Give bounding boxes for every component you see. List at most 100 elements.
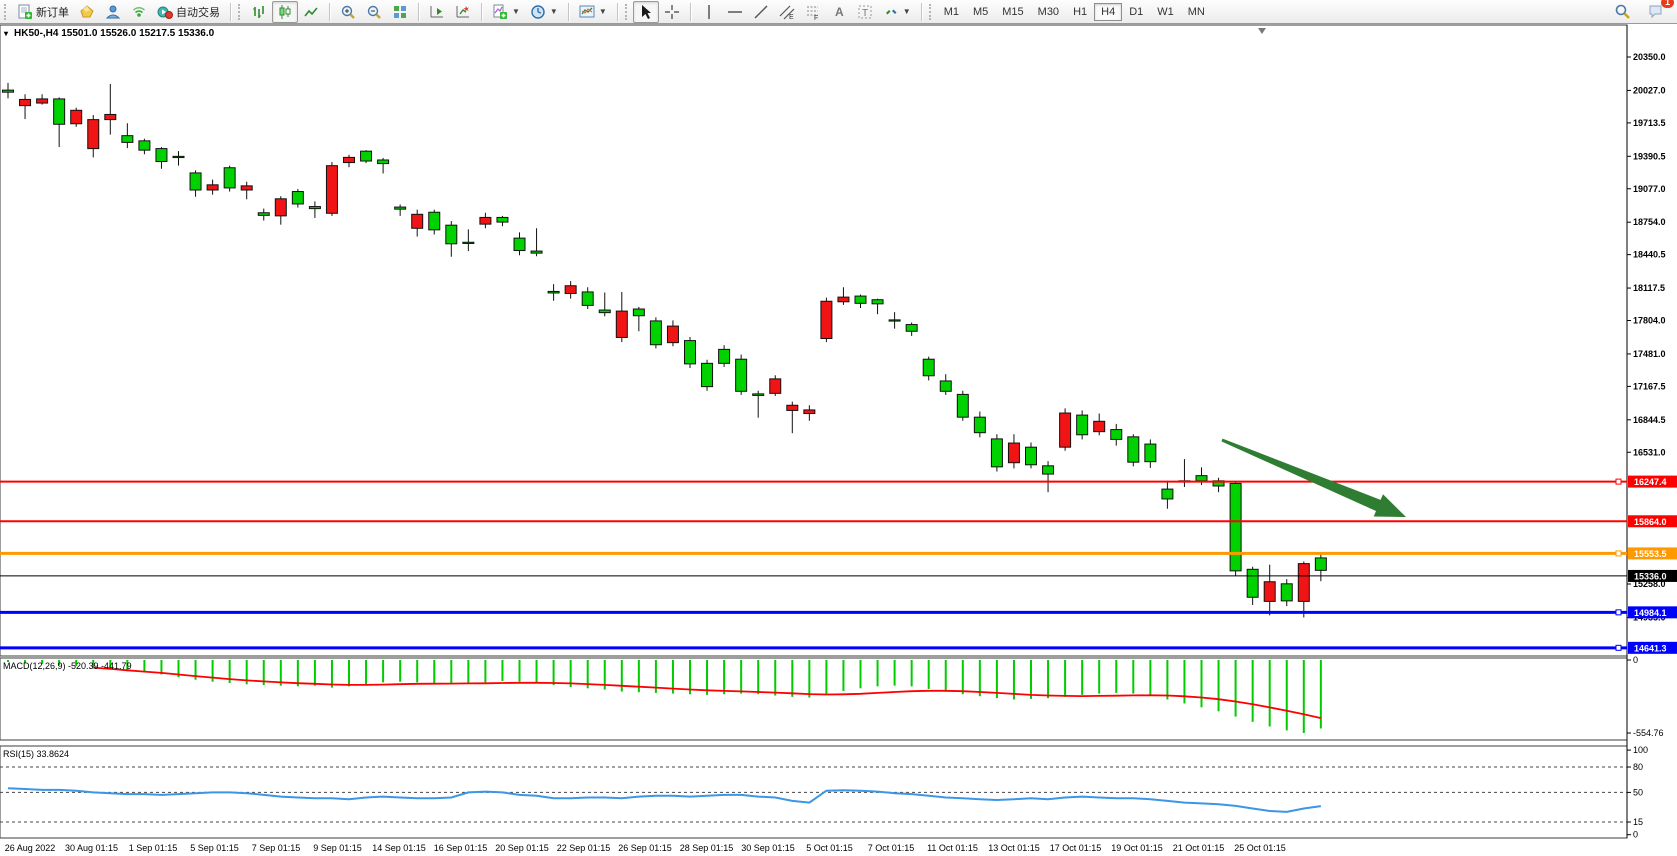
notifications-button[interactable]: 1 (1642, 0, 1674, 23)
notification-count-badge: 1 (1660, 0, 1674, 8)
candle (632, 306, 645, 332)
svg-text:F: F (814, 15, 818, 20)
candle (803, 405, 816, 421)
time-axis-label: 5 Oct 01:15 (806, 843, 853, 853)
main-price-pane[interactable] (0, 24, 1628, 657)
timeframe-button-m1[interactable]: M1 (943, 5, 959, 18)
timeframe-button-mn[interactable]: MN (1187, 5, 1205, 18)
candle (1127, 434, 1140, 467)
candle (1059, 408, 1072, 451)
candle (411, 209, 424, 237)
time-axis-label: 13 Oct 01:15 (988, 843, 1040, 853)
candle (871, 298, 884, 315)
community-button[interactable] (100, 1, 126, 23)
dropdown-arrow-icon: ▼ (902, 7, 911, 16)
line-anchor-handle[interactable] (1615, 478, 1622, 485)
horizontal-line-tool[interactable] (722, 1, 748, 23)
time-axis-label: 30 Sep 01:15 (741, 843, 795, 853)
trend-arrow-annotation[interactable] (1221, 438, 1406, 517)
candle (666, 320, 679, 347)
fibonacci-tool[interactable]: F (800, 1, 826, 23)
timeframe-button-m5[interactable]: M5 (972, 5, 989, 18)
arrows-tool[interactable]: ▼ (878, 1, 916, 23)
candle (87, 114, 100, 158)
candle (1093, 413, 1106, 436)
candle (564, 281, 577, 299)
line-anchor-handle[interactable] (1615, 609, 1622, 616)
timeframe-button-h4[interactable]: H4 (1094, 2, 1123, 21)
chart-shift-marker[interactable] (1258, 28, 1266, 34)
auto-scroll-button[interactable] (424, 1, 450, 23)
rsi-scale-label: 0 (1633, 830, 1638, 840)
chart-shift-button[interactable] (450, 1, 476, 23)
zoom-out-button[interactable] (361, 1, 387, 23)
line-anchor-handle[interactable] (1615, 550, 1622, 557)
indicators-button[interactable]: ▼ (487, 1, 525, 23)
chart-bars-button[interactable] (246, 1, 272, 23)
timeframe-button-m15[interactable]: M15 (1002, 5, 1024, 18)
autotrade-button[interactable]: 自动交易 (152, 1, 225, 23)
indicators-icon (492, 4, 508, 20)
timeframe-button-m30[interactable]: M30 (1037, 5, 1060, 18)
candle (377, 157, 390, 174)
candle (1297, 561, 1310, 618)
candle (769, 375, 782, 396)
price-badge-label: 14641.3 (1634, 643, 1667, 653)
toolbar-drag-handle[interactable] (4, 3, 10, 20)
zoom-in-icon (340, 4, 356, 20)
price-tick-label: 19713.5 (1633, 118, 1666, 128)
tile-windows-button[interactable] (387, 1, 413, 23)
zoom-in-button[interactable] (335, 1, 361, 23)
market-depth-button[interactable] (74, 1, 100, 23)
cursor-tool-button[interactable] (632, 0, 659, 23)
timeframe-button-h1[interactable]: H1 (1073, 5, 1088, 18)
svg-text:T: T (862, 8, 868, 19)
price-tick-label: 20350.0 (1633, 52, 1666, 62)
vertical-line-tool[interactable] (696, 1, 722, 23)
candle (598, 292, 611, 317)
candle (888, 312, 901, 329)
dropdown-arrow-icon: ▼ (598, 7, 607, 16)
macd-label: MACD(12,26,9) -520.39 -441.79 (3, 661, 132, 671)
candle (513, 232, 526, 256)
price-tick-label: 16844.5 (1633, 415, 1666, 425)
period-button[interactable]: ▼ (525, 1, 563, 23)
candle (1076, 410, 1089, 440)
candle (752, 390, 765, 418)
text-tool[interactable]: A (826, 1, 852, 23)
crosshair-tool-button[interactable] (659, 1, 685, 23)
new-order-button[interactable]: 新订单 (12, 1, 74, 23)
toolbar-drag-handle[interactable] (928, 3, 935, 20)
macd-pane[interactable] (0, 657, 1628, 741)
trendline-icon (753, 4, 769, 20)
candle (496, 215, 509, 227)
rsi-scale-label: 100 (1633, 745, 1648, 755)
timeframe-button-w1[interactable]: W1 (1157, 5, 1174, 18)
candle (956, 390, 969, 421)
signal-button[interactable] (126, 1, 152, 23)
time-axis-label: 17 Oct 01:15 (1050, 843, 1102, 853)
equidistant-channel-tool[interactable]: E (774, 1, 800, 23)
timeframe-button-d1[interactable]: D1 (1129, 5, 1144, 18)
time-axis-label: 30 Aug 01:15 (65, 843, 118, 853)
chart-area[interactable]: 20350.0 20027.0 19713.5 19390.5 19077.0 18754… (0, 23, 1677, 856)
time-axis-label: 7 Sep 01:15 (252, 843, 301, 853)
text-label-tool[interactable]: T (852, 1, 878, 23)
rsi-label: RSI(15) 33.8624 (3, 749, 69, 759)
price-tick-label: 17481.0 (1633, 349, 1666, 359)
candle (104, 83, 117, 135)
candle (922, 356, 935, 381)
toolbar-drag-handle[interactable] (624, 3, 631, 20)
templates-button[interactable]: ▼ (574, 1, 612, 23)
search-button[interactable] (1609, 0, 1636, 23)
line-anchor-handle[interactable] (1615, 644, 1622, 651)
candle (462, 229, 475, 252)
price-chart-canvas[interactable]: 20350.0 20027.0 19713.5 19390.5 19077.0 18754… (0, 23, 1677, 856)
chart-candles-button[interactable] (272, 0, 298, 23)
candle (445, 221, 458, 257)
macd-scale-bottom: -554.76 (1633, 728, 1664, 738)
price-badge (1628, 606, 1677, 619)
chart-line-button[interactable] (298, 1, 324, 23)
toolbar-drag-handle[interactable] (238, 3, 244, 20)
trendline-tool[interactable] (748, 1, 774, 23)
